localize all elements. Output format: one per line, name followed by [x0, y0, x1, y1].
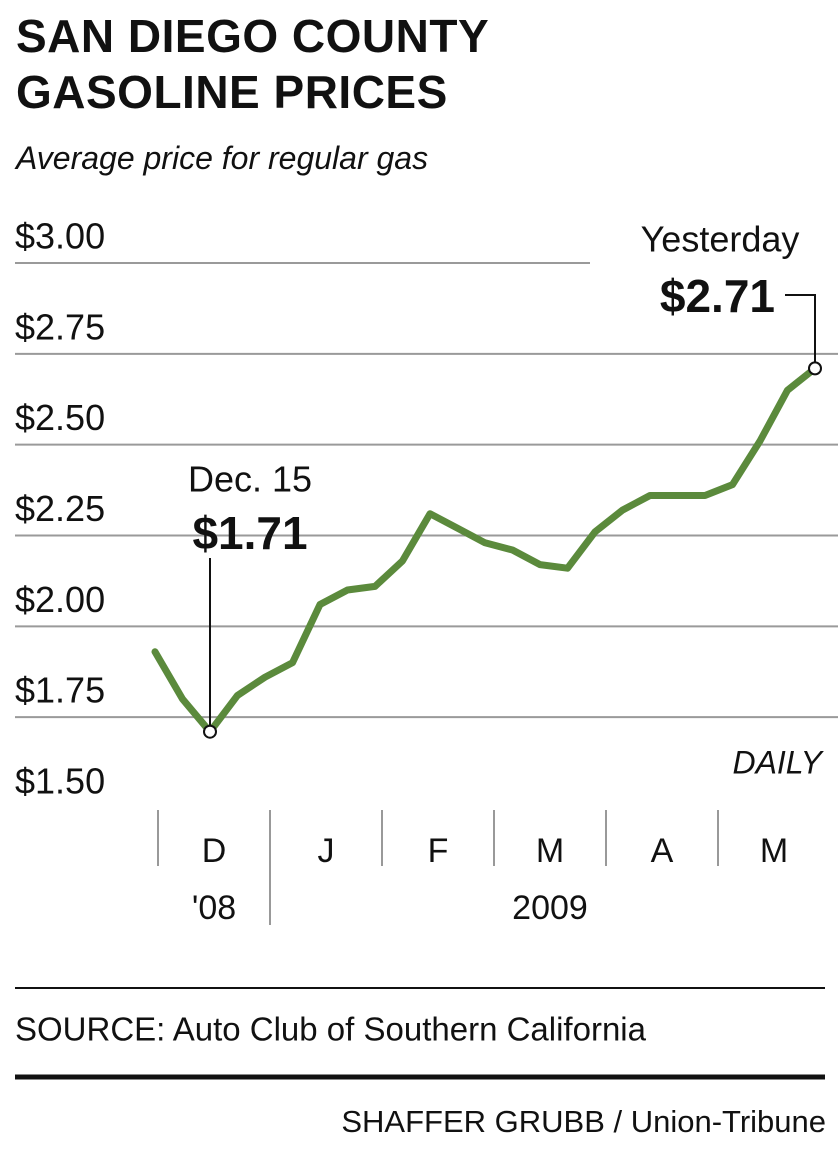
annotation-label: Yesterday	[641, 219, 800, 260]
chart-subtitle: Average price for regular gas	[16, 140, 429, 176]
y-tick-label: $2.75	[15, 306, 105, 347]
value-label: $1.71	[192, 507, 307, 559]
annotation-label: Dec. 15	[188, 459, 312, 500]
y-tick-label: $2.50	[15, 397, 105, 438]
leader-line	[785, 294, 816, 369]
x-tick-label: F	[428, 832, 449, 870]
price-line	[151, 364, 819, 736]
x-group-label: 2009	[512, 889, 588, 927]
x-tick-label: D	[202, 832, 227, 870]
point-marker	[203, 724, 217, 739]
y-tick-label: $3.00	[15, 216, 105, 257]
y-tick-label: $1.50	[15, 761, 105, 802]
y-tick-label: $2.25	[15, 488, 105, 529]
x-tick-label: M	[760, 832, 788, 870]
value-label: $2.71	[660, 270, 775, 322]
x-tick-label: A	[651, 832, 674, 870]
y-tick-label: $1.75	[15, 670, 105, 711]
chart-title: SAN DIEGO COUNTY GASOLINE PRICES	[16, 10, 489, 118]
source: SOURCE: Auto Club of Southern California	[15, 1011, 647, 1048]
x-tick-label: M	[536, 832, 564, 870]
x-group-label: '08	[192, 889, 236, 927]
y-tick-label: $2.00	[15, 579, 105, 620]
point-marker	[808, 361, 822, 376]
x-tick-label: J	[318, 832, 335, 870]
frequency-label: DAILY	[732, 744, 824, 780]
credit: SHAFFER GRUBB / Union-Tribune	[341, 1104, 826, 1139]
